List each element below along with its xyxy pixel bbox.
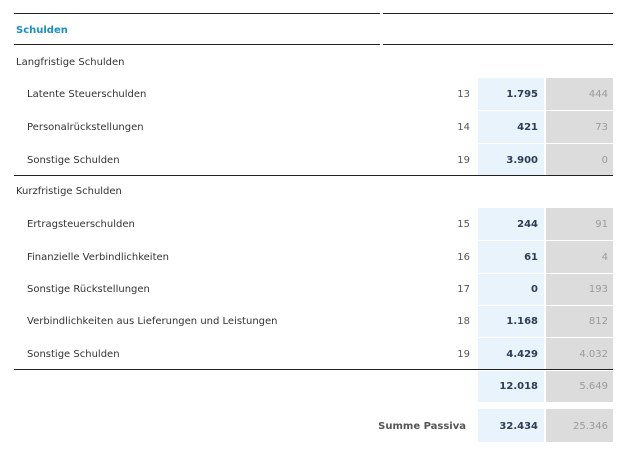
current-cell-bg (478, 306, 544, 337)
previous-cell-bg (546, 338, 613, 369)
row-label: Finanzielle Verbindlichkeiten (27, 252, 169, 263)
top-rule-right (383, 13, 613, 14)
subtotal-rule (14, 369, 613, 370)
current-cell-bg (478, 144, 544, 175)
group-rule (14, 175, 613, 176)
row-current-value: 61 (524, 252, 538, 263)
previous-cell-bg (546, 274, 613, 305)
top-rule-left (14, 13, 380, 14)
section-rule-right (383, 44, 613, 45)
section-rule-left (14, 44, 380, 45)
row-note: 18 (457, 316, 470, 327)
row-current-value: 421 (517, 122, 538, 133)
row-note: 17 (457, 284, 470, 295)
total-previous-bg (546, 409, 613, 442)
previous-cell-bg (546, 111, 613, 143)
previous-cell-bg (546, 306, 613, 337)
row-label: Sonstige Rückstellungen (27, 284, 150, 295)
row-label: Ertragsteuerschulden (27, 219, 135, 230)
row-previous-value: 812 (588, 316, 608, 327)
row-label: Sonstige Schulden (27, 155, 120, 166)
row-label: Verbindlichkeiten aus Lieferungen und Le… (27, 316, 278, 327)
row-previous-value: 91 (595, 219, 608, 230)
row-current-value: 0 (531, 284, 538, 295)
subtotal-current-value: 12.018 (499, 381, 538, 392)
group-label-short-term: Kurzfristige Schulden (16, 186, 122, 197)
subtotal-current-bg (478, 371, 544, 402)
group-label-long-term: Langfristige Schulden (16, 57, 125, 68)
current-cell-bg (478, 241, 544, 273)
current-cell-bg (478, 78, 544, 110)
row-current-value: 244 (517, 219, 538, 230)
total-current-bg (478, 409, 544, 442)
row-current-value: 1.168 (506, 316, 538, 327)
previous-cell-bg (546, 78, 613, 110)
section-title: Schulden (16, 25, 68, 36)
row-previous-value: 193 (588, 284, 608, 295)
row-note: 16 (457, 252, 470, 263)
row-previous-value: 4 (601, 252, 608, 263)
current-cell-bg (478, 338, 544, 369)
current-cell-bg (478, 274, 544, 305)
current-cell-bg (478, 208, 544, 240)
row-note: 13 (457, 89, 470, 100)
row-note: 15 (457, 219, 470, 230)
row-label: Latente Steuerschulden (27, 89, 147, 100)
row-previous-value: 0 (601, 155, 608, 166)
total-previous-value: 25.346 (573, 421, 608, 432)
total-current-value: 32.434 (499, 421, 538, 432)
current-cell-bg (478, 111, 544, 143)
row-label: Sonstige Schulden (27, 349, 120, 360)
previous-cell-bg (546, 208, 613, 240)
subtotal-previous-value: 5.649 (579, 381, 608, 392)
row-note: 14 (457, 122, 470, 133)
previous-cell-bg (546, 144, 613, 175)
subtotal-previous-bg (546, 371, 613, 402)
row-current-value: 4.429 (506, 349, 538, 360)
row-previous-value: 73 (595, 122, 608, 133)
row-current-value: 1.795 (506, 89, 538, 100)
row-note: 19 (457, 155, 470, 166)
row-current-value: 3.900 (506, 155, 538, 166)
row-label: Personalrückstellungen (27, 122, 144, 133)
row-previous-value: 444 (588, 89, 608, 100)
previous-cell-bg (546, 241, 613, 273)
row-previous-value: 4.032 (579, 349, 608, 360)
total-label: Summe Passiva (378, 421, 466, 432)
row-note: 19 (457, 349, 470, 360)
